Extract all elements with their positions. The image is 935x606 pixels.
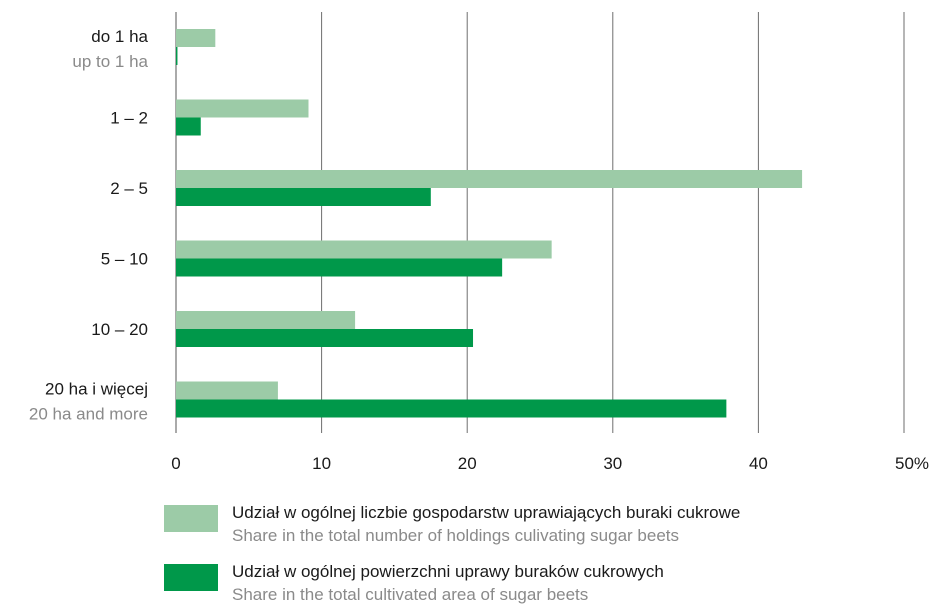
bar-holdings bbox=[176, 99, 309, 118]
legend-label-area: Udział w ogólnej powierzchni uprawy bura… bbox=[232, 562, 664, 581]
x-tick-label: 30 bbox=[603, 454, 622, 473]
gridlines bbox=[175, 12, 905, 433]
bar-area bbox=[176, 117, 201, 136]
bar-holdings bbox=[176, 381, 278, 400]
category-label: do 1 ha bbox=[91, 27, 148, 46]
bar-holdings bbox=[176, 311, 356, 329]
bar-area bbox=[176, 258, 503, 277]
category-labels: do 1 ha up to 1 ha 1 – 2 2 – 5 5 – 10 10 – 20… bbox=[29, 27, 149, 424]
bar-holdings bbox=[176, 29, 216, 47]
bar-area bbox=[176, 399, 727, 418]
bars bbox=[176, 29, 803, 418]
legend-swatch-area bbox=[164, 564, 218, 591]
x-tick-labels: 0 10 20 30 40 50% bbox=[171, 454, 929, 473]
legend-sublabel-holdings: Share in the total number of holdings cu… bbox=[232, 526, 679, 545]
category-label: 5 – 10 bbox=[101, 250, 148, 269]
legend-label-holdings: Udział w ogólnej liczbie gospodarstw upr… bbox=[232, 503, 741, 522]
legend-item-holdings: Udział w ogólnej liczbie gospodarstw upr… bbox=[164, 503, 924, 547]
legend-sublabel-area: Share in the total cultivated area of su… bbox=[232, 585, 589, 604]
category-sublabel: 20 ha and more bbox=[29, 405, 148, 424]
category-label: 20 ha i więcej bbox=[45, 380, 148, 399]
legend-item-area: Udział w ogólnej powierzchni uprawy bura… bbox=[164, 562, 924, 606]
bar-holdings bbox=[176, 170, 803, 188]
bar-area bbox=[176, 188, 431, 206]
bar-area bbox=[176, 329, 474, 347]
category-label: 1 – 2 bbox=[110, 109, 148, 128]
x-tick-label: 50% bbox=[895, 454, 929, 473]
x-tick-label: 0 bbox=[171, 454, 180, 473]
bar-holdings bbox=[176, 240, 552, 259]
bar-area bbox=[176, 47, 178, 65]
x-tick-label: 20 bbox=[458, 454, 477, 473]
x-tick-label: 40 bbox=[749, 454, 768, 473]
legend-swatch-holdings bbox=[164, 505, 218, 532]
category-sublabel: up to 1 ha bbox=[72, 52, 148, 71]
x-tick-label: 10 bbox=[312, 454, 331, 473]
category-label: 2 – 5 bbox=[110, 179, 148, 198]
category-label: 10 – 20 bbox=[91, 320, 148, 339]
